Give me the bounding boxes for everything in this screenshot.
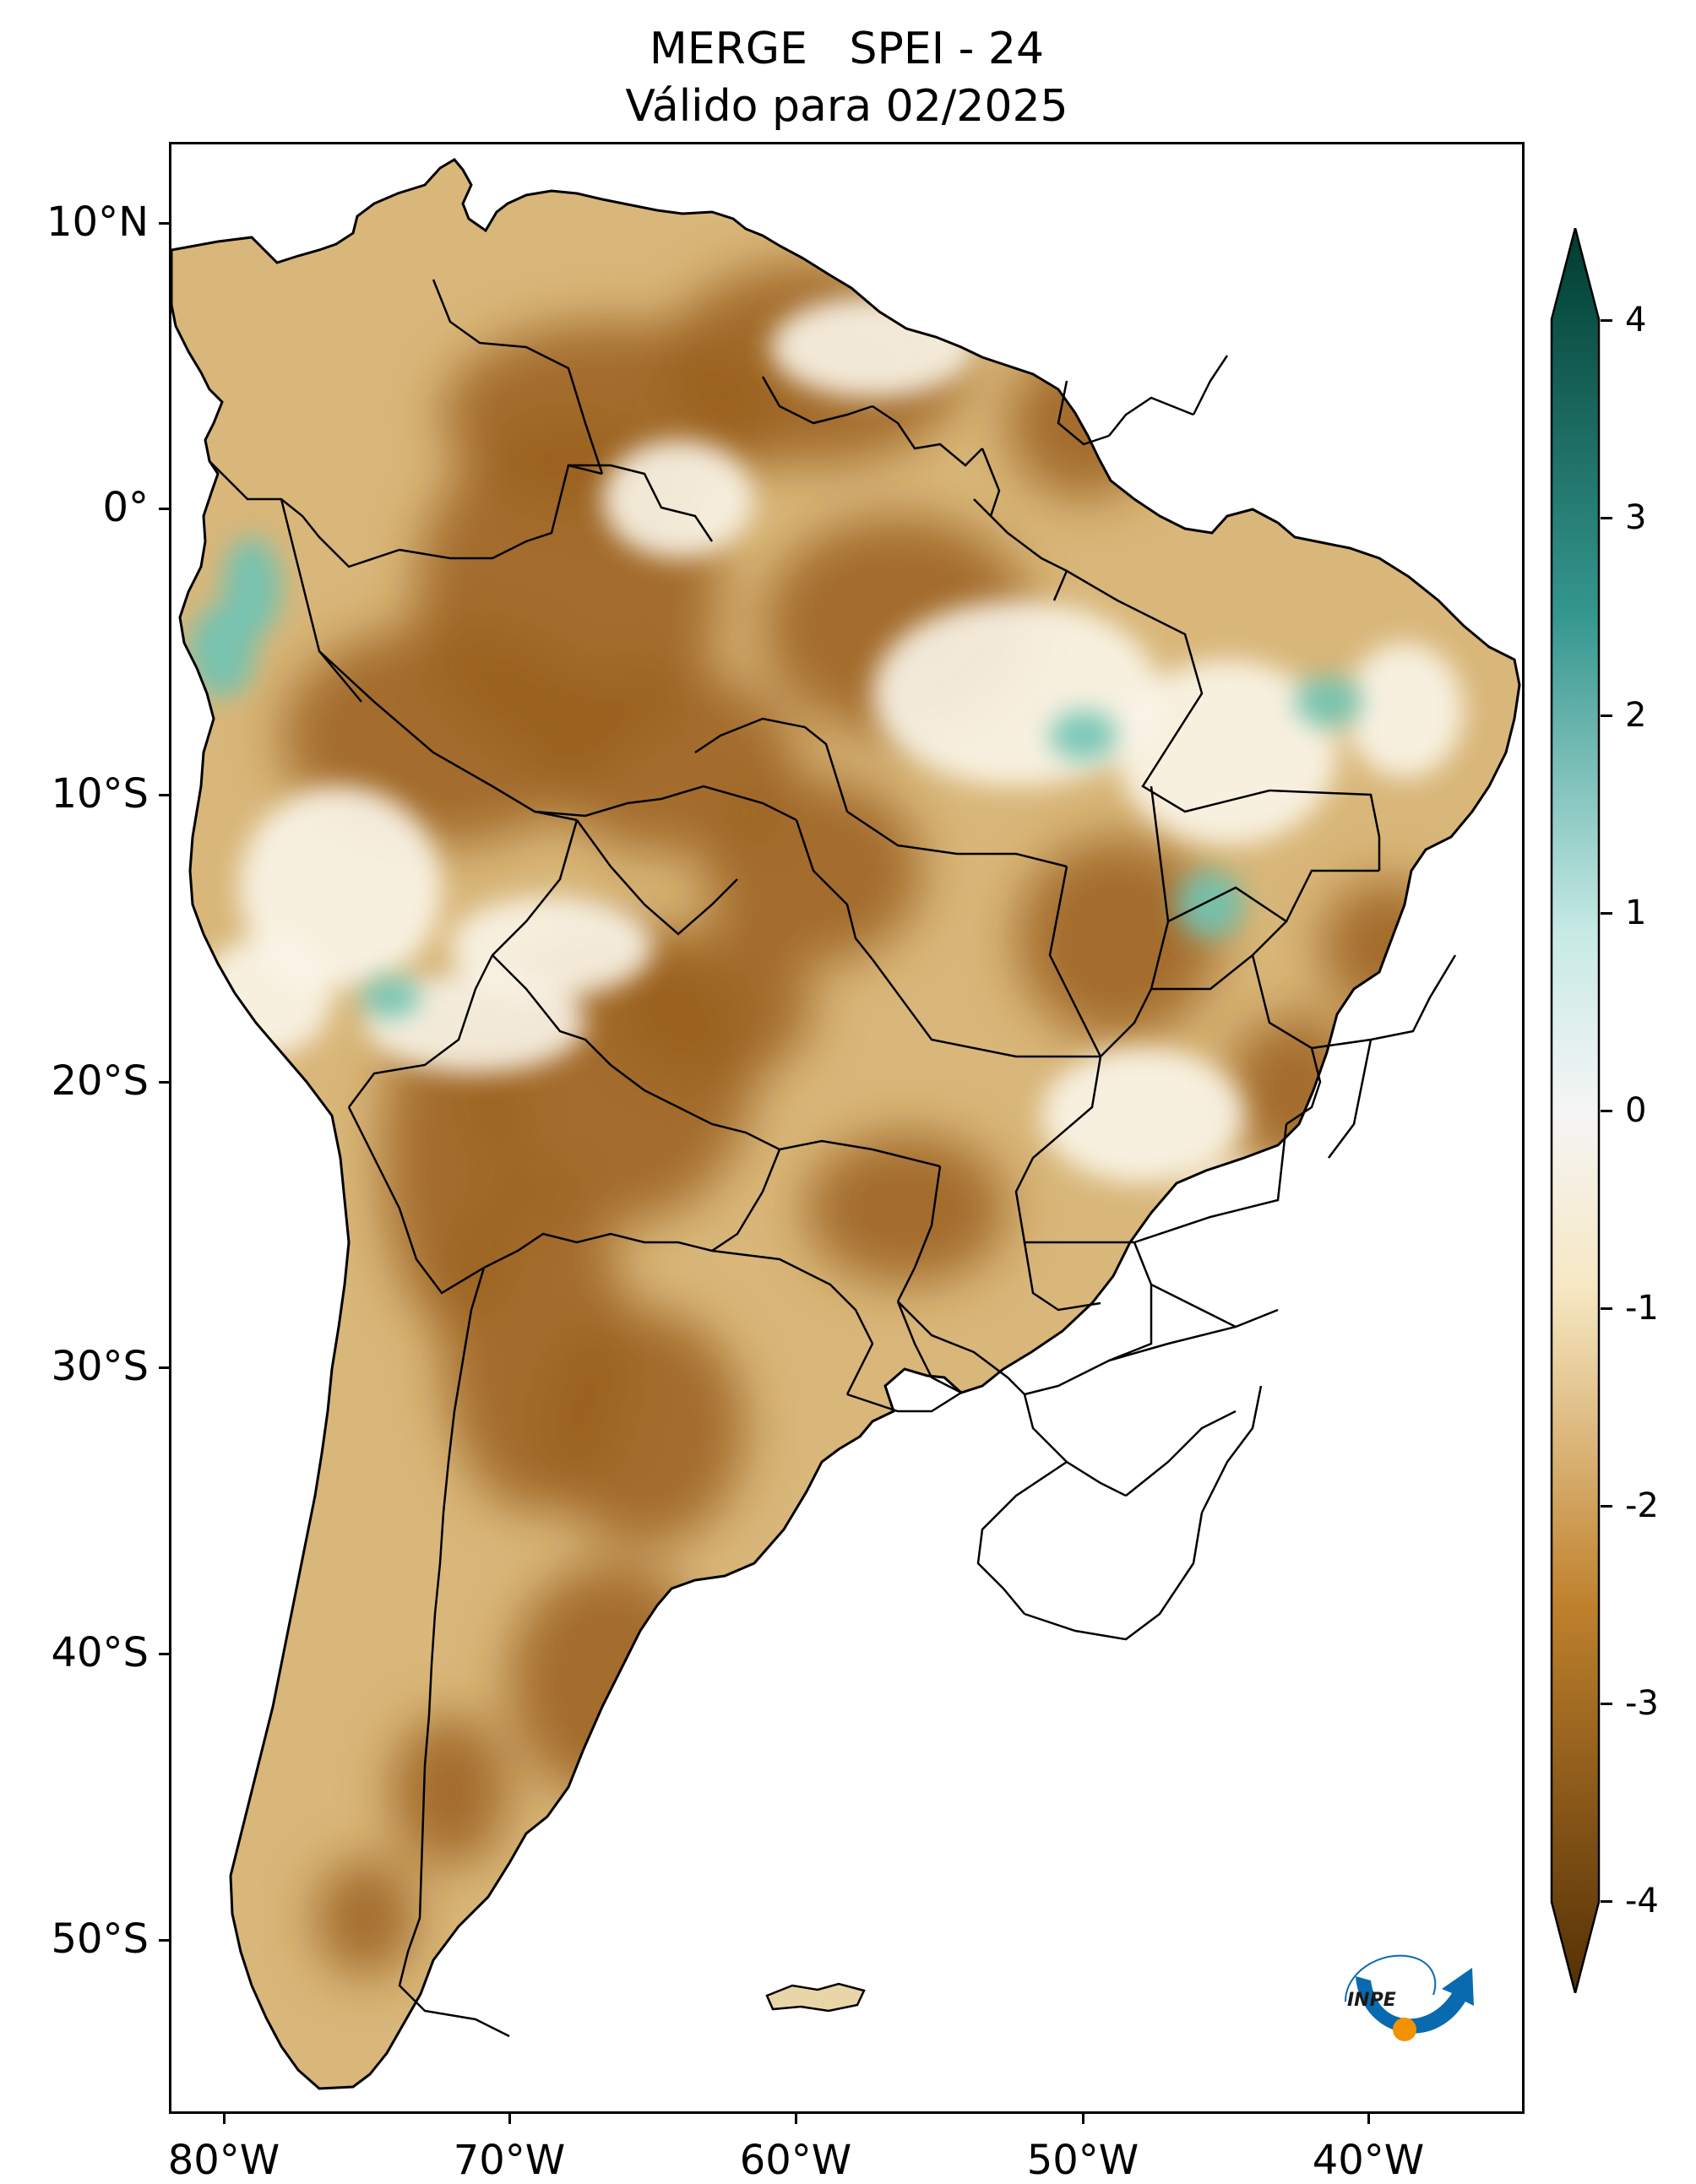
lat-label-10s: 10°S	[51, 770, 149, 818]
colorbar-label-neg4: -4	[1625, 1882, 1659, 1921]
lat-tick	[159, 1366, 169, 1369]
lat-tick	[159, 222, 169, 225]
colorbar	[1550, 228, 1601, 1993]
lon-label-50w: 50°W	[1026, 2137, 1139, 2184]
colorbar-bar	[1550, 228, 1601, 1993]
lon-tick	[1082, 2114, 1084, 2124]
coastline	[171, 158, 1521, 2090]
colorbar-tick	[1601, 1703, 1612, 1705]
lat-label-50s: 50°S	[51, 1915, 149, 1963]
lat-tick	[159, 508, 169, 510]
lon-tick	[795, 2114, 797, 2124]
lat-label-20s: 20°S	[51, 1057, 149, 1105]
colorbar-tick	[1601, 912, 1612, 915]
lat-label-0: 0°	[102, 484, 149, 531]
colorbar-tick	[1601, 714, 1612, 717]
colorbar-label-3: 3	[1625, 498, 1647, 537]
south-america-map	[171, 158, 1521, 2090]
lat-tick	[159, 1939, 169, 1942]
lat-tick	[159, 794, 169, 796]
lon-label-80w: 80°W	[167, 2137, 280, 2184]
colorbar-tick	[1601, 1110, 1612, 1112]
colorbar-tick	[1601, 1900, 1612, 1903]
colorbar-label-2: 2	[1625, 696, 1647, 735]
colorbar-tick	[1601, 319, 1612, 322]
colorbar-label-0: 0	[1625, 1091, 1647, 1130]
map-frame	[169, 142, 1525, 2114]
lat-label-10n: 10°N	[46, 198, 149, 246]
lon-tick	[508, 2114, 511, 2124]
colorbar-label-neg2: -2	[1625, 1486, 1659, 1525]
political-borders	[209, 279, 1457, 2038]
colorbar-label-neg3: -3	[1625, 1684, 1659, 1723]
lat-label-40s: 40°S	[51, 1629, 149, 1676]
lat-label-30s: 30°S	[51, 1343, 149, 1390]
lon-label-40w: 40°W	[1312, 2137, 1425, 2184]
colorbar-label-1: 1	[1625, 894, 1647, 932]
colorbar-tick	[1601, 1307, 1612, 1310]
map-title-line2: Válido para 02/2025	[625, 81, 1068, 132]
colorbar-tick	[1601, 517, 1612, 519]
map-title-line1: MERGE SPEI - 24	[649, 24, 1045, 74]
land-area	[171, 160, 1519, 2089]
lon-tick	[1367, 2114, 1370, 2124]
lat-tick	[159, 1653, 169, 1655]
inpe-logo-icon: INPE	[1345, 1954, 1474, 2041]
colorbar-tick	[1601, 1505, 1612, 1508]
lon-label-60w: 60°W	[739, 2137, 852, 2184]
lon-label-70w: 70°W	[453, 2137, 566, 2184]
lat-tick	[159, 1081, 169, 1084]
inpe-logo-text: INPE	[1347, 1990, 1396, 2011]
lon-tick	[223, 2114, 226, 2124]
colorbar-label-neg1: -1	[1625, 1289, 1659, 1328]
falkland-islands	[765, 1982, 866, 2013]
colorbar-label-4: 4	[1625, 301, 1647, 340]
